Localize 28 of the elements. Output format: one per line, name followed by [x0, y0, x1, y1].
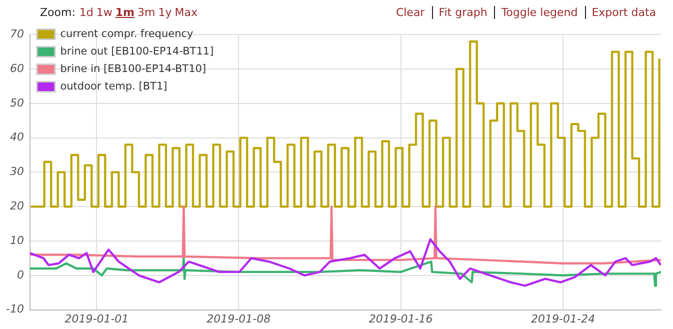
x-tick-label: 2019-01-08: [206, 312, 271, 326]
x-tick-label: 2019-01-16: [368, 312, 433, 326]
text: 3m: [138, 6, 156, 19]
y-tick-label: 20: [10, 199, 24, 212]
text: Clear: [396, 6, 425, 19]
y-tick-label: 0: [16, 268, 24, 282]
text: Zoom:: [40, 6, 76, 19]
y-tick-label: 30: [10, 165, 24, 178]
y-tick-label: 70: [10, 27, 24, 40]
legend-label: brine out [EB100-EP14-BT11]: [60, 45, 214, 58]
text: 1y: [158, 6, 172, 19]
text: Toggle legend: [494, 6, 578, 19]
legend-label: brine in [EB100-EP14-BT10]: [60, 62, 206, 75]
text: Max: [174, 6, 198, 19]
y-tick-label: 10: [10, 234, 24, 247]
y-tick-label: 40: [10, 130, 24, 144]
legend-label: outdoor temp. [BT1]: [60, 80, 168, 92]
y-tick-label: 60: [10, 62, 24, 75]
text: 1w: [96, 6, 112, 19]
text: 1d: [79, 6, 94, 19]
y-tick-label: 50: [10, 96, 24, 110]
x-tick-label: 2019-01-01: [64, 312, 129, 326]
x-tick-label: 2019-01-24: [531, 312, 595, 326]
y-tick-label: -10: [6, 302, 24, 316]
text: Export data: [584, 6, 656, 19]
text: 1m: [115, 6, 135, 19]
text: Fit graph: [432, 6, 488, 19]
legend-label: current compr. frequency: [60, 28, 194, 40]
